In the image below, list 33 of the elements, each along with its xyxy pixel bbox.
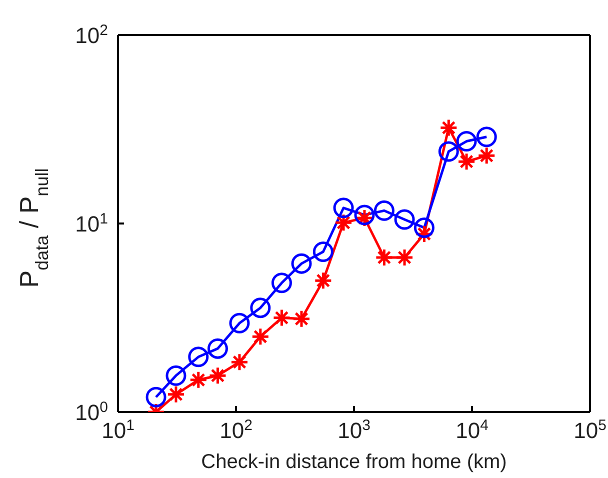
x-axis-title: Check-in distance from home (km) [201, 451, 507, 473]
point [334, 213, 353, 232]
x-tick-label: 10$^{2}$ [220, 416, 252, 443]
x-tick-label: 10$^{5}$ [574, 416, 606, 443]
point [312, 242, 334, 262]
point [457, 152, 476, 171]
point [314, 271, 332, 290]
point [374, 200, 394, 221]
point [477, 146, 496, 165]
point [189, 370, 208, 390]
x-tick-label: 10$^{3}$ [338, 416, 370, 443]
y-tick-label: 10$^{1}$ [75, 210, 108, 236]
point [354, 204, 375, 226]
point [146, 386, 166, 408]
point [188, 346, 209, 368]
point [333, 198, 354, 218]
point [456, 131, 477, 152]
point [414, 217, 434, 238]
point [394, 209, 415, 230]
point [374, 248, 394, 267]
x-tick-label: 10$^{4}$ [456, 416, 488, 443]
point [291, 253, 312, 274]
point [250, 298, 271, 318]
point [229, 312, 250, 334]
point [395, 248, 414, 267]
point [251, 327, 270, 346]
point [272, 308, 291, 328]
point [271, 272, 292, 294]
point [476, 126, 497, 148]
point [230, 352, 249, 372]
y-tick-label: 10$^{2}$ [75, 22, 108, 48]
point [292, 310, 311, 328]
x-tick-label: 10$^{1}$ [102, 416, 134, 443]
